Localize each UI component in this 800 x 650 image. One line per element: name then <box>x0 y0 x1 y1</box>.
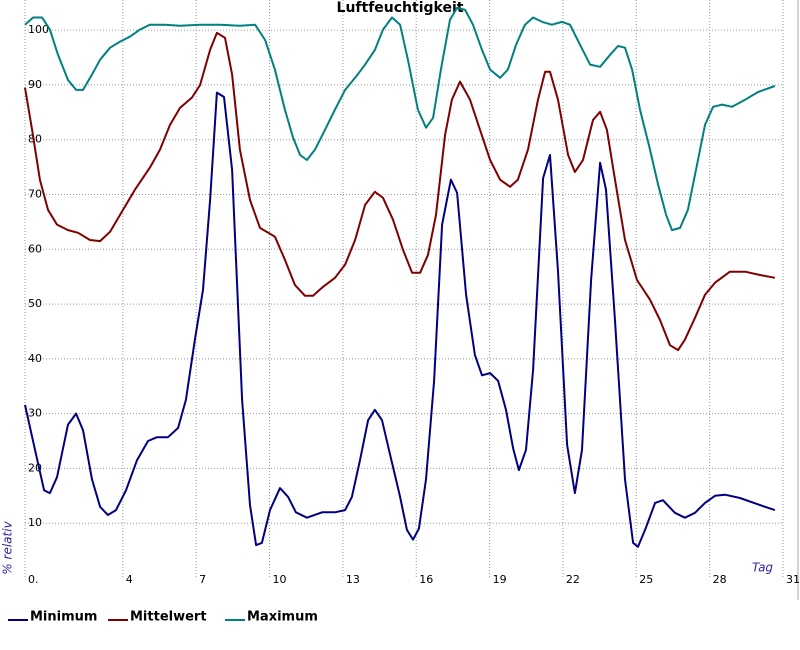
x-tick-label: 22 <box>566 573 580 586</box>
y-tick-label: 60 <box>28 242 42 255</box>
y-tick-label: 10 <box>28 516 42 529</box>
y-tick-label: 40 <box>28 352 42 365</box>
y-tick-label: 90 <box>28 78 42 91</box>
x-tick-label: 25 <box>639 573 653 586</box>
y-tick-label: 80 <box>28 133 42 146</box>
series-line <box>24 91 776 548</box>
legend-label: Mittelwert <box>130 610 207 625</box>
legend-label: Maximum <box>247 610 318 625</box>
x-tick-label: 28 <box>713 573 727 586</box>
x-tick-label: 13 <box>346 573 360 586</box>
x-tick-label: 4 <box>126 573 133 586</box>
series-line <box>24 31 776 352</box>
y-axis-label: % relativ <box>1 520 15 574</box>
series-line <box>24 6 776 232</box>
y-tick-label: 30 <box>28 407 42 420</box>
x-tick-label: 7 <box>199 573 206 586</box>
y-tick-label: 70 <box>28 187 42 200</box>
y-tick-label: 100 <box>28 23 49 36</box>
legend-label: Minimum <box>30 610 97 625</box>
y-tick-label: 50 <box>28 297 42 310</box>
x-tick-label: 19 <box>493 573 507 586</box>
x-tick-label: 31 <box>786 573 800 586</box>
x-axis-label: Tag <box>752 561 773 575</box>
x-tick-label: 0. <box>28 573 39 586</box>
x-tick-label: 10 <box>273 573 287 586</box>
chart-title: Luftfeuchtigkeit <box>337 0 464 16</box>
x-tick-label: 16 <box>419 573 433 586</box>
